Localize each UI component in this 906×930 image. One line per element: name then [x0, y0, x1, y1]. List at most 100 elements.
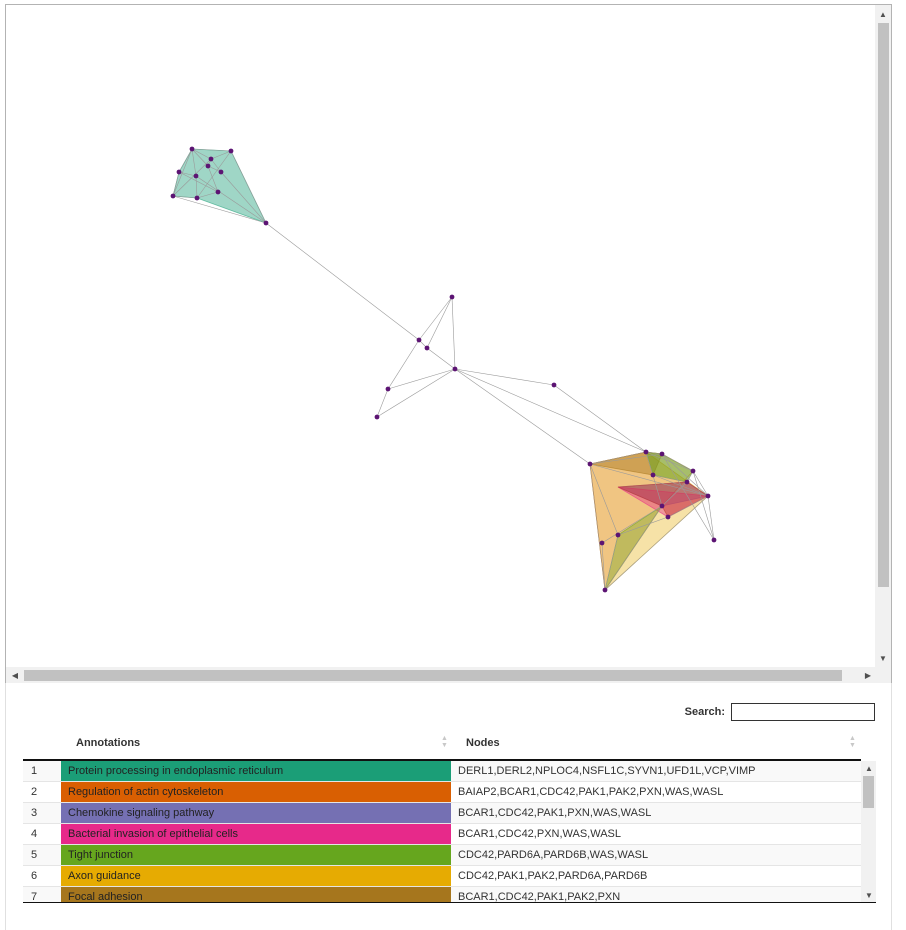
graph-edge [387, 368, 456, 390]
graph-node[interactable] [170, 193, 176, 199]
annotation-cell: Protein processing in endoplasmic reticu… [61, 761, 451, 781]
graph-edge [645, 451, 663, 455]
graph-edge [617, 516, 669, 536]
horizontal-scroll-thumb[interactable] [24, 670, 842, 681]
graph-edge [376, 388, 389, 418]
graph-node[interactable] [659, 451, 665, 457]
graph-edge [589, 463, 606, 591]
graph-edge [191, 148, 197, 177]
graph-node[interactable] [176, 169, 182, 175]
graph-edge [601, 505, 663, 544]
nodes-cell: BCAR1,CDC42,PAK1,PAK2,PXN [458, 891, 621, 902]
graph-edge [196, 191, 219, 199]
graph-edge [426, 347, 456, 370]
graph-node[interactable] [684, 479, 690, 485]
row-number: 4 [31, 828, 38, 840]
graph-edge [692, 470, 709, 497]
row-number: 2 [31, 786, 38, 798]
table-row[interactable]: 2 Regulation of actin cytoskeleton BAIAP2,… [23, 782, 861, 803]
annotation-cell: Focal adhesion [61, 887, 451, 902]
table-scrollbar[interactable]: ▲ ▼ [861, 761, 876, 902]
column-header-annotations[interactable]: Annotations [76, 737, 141, 749]
graph-node[interactable] [452, 366, 458, 372]
graph-edge [601, 542, 606, 591]
graph-edge [230, 150, 267, 224]
row-number: 3 [31, 807, 38, 819]
graph-edge [661, 481, 688, 507]
graph-node[interactable] [615, 532, 621, 538]
graph-node[interactable] [650, 472, 656, 478]
table-body: 1 Protein processing in endoplasmic retic… [23, 761, 861, 902]
table-row[interactable]: 5 Tight junction CDC42,PARD6A,PARD6B,WAS,W… [23, 845, 861, 866]
graph-edge [454, 368, 647, 453]
table-row[interactable]: 7 Focal adhesion BCAR1,CDC42,PAK1,PAK2,PXN [23, 887, 861, 902]
graph-node[interactable] [215, 189, 221, 195]
graph-edge [451, 296, 456, 370]
nodes-cell: BCAR1,CDC42,PXN,WAS,WASL [458, 828, 622, 840]
graph-edge [178, 171, 197, 177]
graph-edge [604, 505, 663, 591]
graph-edge [553, 384, 647, 453]
graph-node[interactable] [263, 220, 269, 226]
graph-node[interactable] [551, 382, 557, 388]
graph-edge [220, 171, 267, 224]
network-viewport[interactable]: ▲ ▼ ◀ ▶ [5, 4, 892, 683]
scroll-up-arrow-icon[interactable]: ▲ [879, 9, 887, 19]
graph-edge [454, 368, 591, 465]
graph-node[interactable] [208, 156, 214, 162]
graph-node[interactable] [194, 195, 200, 201]
graph-node[interactable] [659, 503, 665, 509]
graph-node[interactable] [449, 294, 455, 300]
nodes-cell: CDC42,PARD6A,PARD6B,WAS,WASL [458, 849, 649, 861]
table-scroll-thumb[interactable] [863, 776, 874, 808]
graph-node[interactable] [602, 587, 608, 593]
scroll-left-arrow-icon[interactable]: ◀ [11, 670, 19, 680]
graph-edge [207, 165, 219, 193]
scroll-up-arrow-icon[interactable]: ▲ [865, 763, 873, 773]
nodes-cell: BCAR1,CDC42,PAK1,PXN,WAS,WASL [458, 807, 652, 819]
table-row[interactable]: 1 Protein processing in endoplasmic retic… [23, 761, 861, 782]
vertical-scrollbar[interactable]: ▲ ▼ [875, 5, 891, 667]
graph-edge [178, 148, 193, 173]
graph-edge [191, 148, 232, 152]
graph-node[interactable] [416, 337, 422, 343]
graph-node[interactable] [665, 514, 671, 520]
graph-edge [589, 463, 709, 497]
graph-node[interactable] [690, 468, 696, 474]
graph-node[interactable] [218, 169, 224, 175]
graph-node[interactable] [385, 386, 391, 392]
graph-edge [178, 171, 219, 193]
horizontal-scrollbar[interactable]: ◀ ▶ [6, 667, 877, 683]
graph-edge [172, 158, 212, 197]
graph-node[interactable] [599, 540, 605, 546]
graph-node[interactable] [374, 414, 380, 420]
sort-icon[interactable]: ▲ ▼ [849, 735, 856, 749]
graph-edge [196, 150, 232, 199]
graph-node[interactable] [424, 345, 430, 351]
column-header-nodes[interactable]: Nodes [466, 737, 500, 749]
graph-node[interactable] [193, 173, 199, 179]
table-row[interactable]: 6 Axon guidance CDC42,PAK1,PAK2,PARD6A,PAR… [23, 866, 861, 887]
scroll-down-arrow-icon[interactable]: ▼ [865, 890, 873, 900]
graph-edge [661, 453, 715, 541]
scroll-right-arrow-icon[interactable]: ▶ [864, 670, 872, 680]
graph-node[interactable] [643, 449, 649, 455]
sort-icon[interactable]: ▲ ▼ [441, 735, 448, 749]
graph-node[interactable] [705, 493, 711, 499]
table-row[interactable]: 4 Bacterial invasion of epithelial cells B… [23, 824, 861, 845]
graph-edge [589, 451, 647, 465]
graph-node[interactable] [711, 537, 717, 543]
graph-node[interactable] [228, 148, 234, 154]
graph-edge [376, 368, 456, 418]
graph-node[interactable] [587, 461, 593, 467]
graph-node[interactable] [189, 146, 195, 152]
graph-edge [195, 175, 198, 199]
nodes-cell: CDC42,PAK1,PAK2,PARD6A,PARD6B [458, 870, 648, 882]
network-graph[interactable] [6, 5, 876, 667]
scroll-down-arrow-icon[interactable]: ▼ [879, 653, 887, 663]
search-input[interactable] [731, 703, 875, 721]
nodes-cell: BAIAP2,BCAR1,CDC42,PAK1,PAK2,PXN,WAS,WAS… [458, 786, 724, 798]
table-row[interactable]: 3 Chemokine signaling pathway BCAR1,CDC42,… [23, 803, 861, 824]
graph-node[interactable] [205, 163, 211, 169]
vertical-scroll-thumb[interactable] [878, 23, 889, 587]
